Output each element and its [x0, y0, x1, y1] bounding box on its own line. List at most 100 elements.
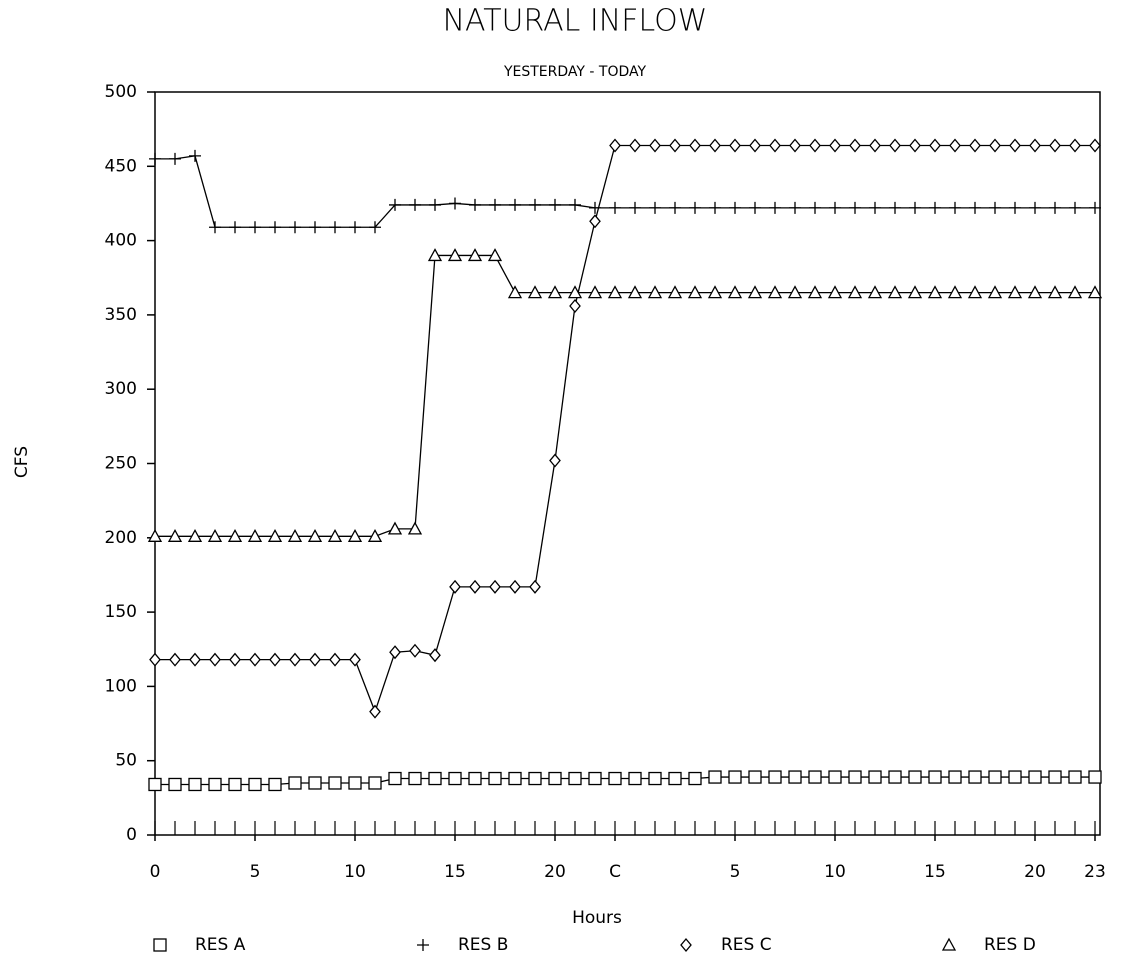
data-point [909, 138, 921, 153]
data-point [369, 704, 381, 719]
data-point [929, 201, 941, 214]
data-point [649, 201, 661, 214]
data-point [527, 285, 543, 299]
data-point [287, 528, 303, 542]
data-point [289, 221, 301, 234]
data-point [847, 285, 863, 299]
legend-label: RES A [195, 935, 246, 955]
data-point [927, 285, 943, 299]
data-point [529, 198, 541, 211]
x-tick-label: 15 [444, 862, 466, 882]
y-tick-label: 350 [105, 305, 137, 325]
x-tick-label: 5 [730, 862, 741, 882]
legend-symbol [941, 937, 957, 951]
data-point [329, 652, 341, 667]
data-point [567, 285, 583, 299]
data-point [788, 770, 802, 784]
data-point [767, 285, 783, 299]
data-point [667, 285, 683, 299]
data-point [947, 285, 963, 299]
data-point [968, 770, 982, 784]
data-point [807, 285, 823, 299]
data-point [849, 201, 861, 214]
data-point [689, 201, 701, 214]
data-point [189, 652, 201, 667]
data-point [507, 285, 523, 299]
data-point [609, 138, 621, 153]
data-point [709, 138, 721, 153]
data-point [588, 771, 602, 786]
data-point [167, 528, 183, 542]
data-point [727, 285, 743, 299]
data-point [308, 776, 322, 790]
data-point [627, 285, 643, 299]
data-point [969, 138, 981, 153]
data-point [368, 776, 382, 790]
data-point [729, 138, 741, 153]
data-point [489, 579, 501, 594]
data-point [1047, 285, 1063, 299]
data-point [1048, 770, 1062, 784]
data-point [269, 652, 281, 667]
data-point [868, 770, 882, 784]
data-point [469, 198, 481, 211]
data-point [508, 771, 522, 786]
data-point [407, 521, 423, 535]
data-point [569, 298, 581, 313]
data-point [208, 777, 222, 792]
data-point [1007, 285, 1023, 299]
data-point [609, 201, 621, 214]
chart-title: NATURAL INFLOW [443, 4, 708, 39]
data-point [429, 198, 441, 211]
data-point [948, 770, 962, 784]
data-point [1087, 285, 1103, 299]
data-point [887, 285, 903, 299]
data-point [749, 138, 761, 153]
data-point [608, 771, 622, 786]
data-point [409, 643, 421, 658]
chart-subtitle: YESTERDAY - TODAY [503, 64, 647, 80]
data-point [787, 285, 803, 299]
data-point [809, 138, 821, 153]
data-point [967, 285, 983, 299]
data-point [649, 138, 661, 153]
data-point [1067, 285, 1083, 299]
data-point [468, 771, 482, 786]
data-point [229, 652, 241, 667]
data-point [988, 770, 1002, 784]
data-point [1009, 201, 1021, 214]
data-point [688, 771, 702, 786]
x-tick-label: 15 [924, 862, 946, 882]
y-tick-label: 150 [105, 602, 137, 622]
data-point [428, 771, 442, 786]
data-point [849, 138, 861, 153]
x-tick-label: 10 [344, 862, 366, 882]
data-point [929, 138, 941, 153]
data-point [148, 777, 162, 792]
data-point [268, 777, 282, 792]
data-point [348, 776, 362, 790]
y-tick-label: 450 [105, 156, 137, 176]
data-point [449, 197, 461, 210]
data-point [707, 285, 723, 299]
data-point [1029, 138, 1041, 153]
data-point [607, 285, 623, 299]
data-point [309, 652, 321, 667]
data-point [349, 652, 361, 667]
data-point [909, 201, 921, 214]
data-point [329, 221, 341, 234]
data-point [207, 528, 223, 542]
data-point [249, 221, 261, 234]
data-point [349, 221, 361, 234]
data-point [769, 138, 781, 153]
data-point [668, 771, 682, 786]
data-point [648, 771, 662, 786]
data-point [869, 138, 881, 153]
data-point [1029, 201, 1041, 214]
data-point [327, 528, 343, 542]
data-point [188, 777, 202, 792]
data-point [267, 528, 283, 542]
data-point [147, 528, 163, 542]
data-point [1089, 201, 1101, 214]
